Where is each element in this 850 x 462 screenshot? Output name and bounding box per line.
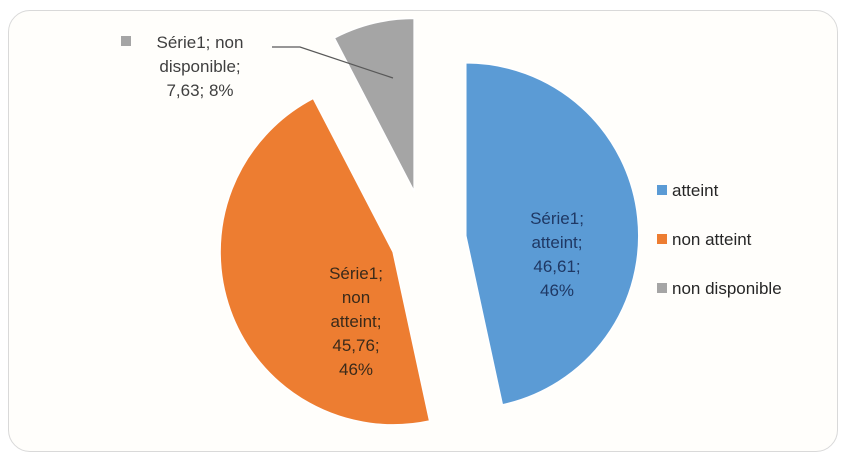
data-label-non-atteint: Série1; non atteint; 45,76; 46% bbox=[329, 264, 383, 379]
data-label-non-disponible: Série1; non disponible; 7,63; 8% bbox=[157, 33, 244, 100]
data-label-marker-non-disponible bbox=[121, 36, 131, 46]
legend-swatch-non-atteint bbox=[657, 234, 667, 244]
legend: atteint non atteint non disponible bbox=[657, 181, 782, 298]
legend-swatch-atteint bbox=[657, 185, 667, 195]
legend-label-atteint: atteint bbox=[672, 181, 719, 200]
data-label-atteint: Série1; atteint; 46,61; 46% bbox=[530, 209, 584, 300]
pie-slice-non-atteint bbox=[219, 97, 431, 426]
data-labels: Série1; atteint; 46,61; 46% Série1; non attein… bbox=[121, 33, 584, 379]
pie-slice-atteint bbox=[465, 61, 640, 406]
pie-slices bbox=[219, 17, 640, 426]
legend-label-non-atteint: non atteint bbox=[672, 230, 752, 249]
pie-slice-non-disponible bbox=[333, 17, 415, 192]
legend-swatch-non-disponible bbox=[657, 283, 667, 293]
legend-label-non-disponible: non disponible bbox=[672, 279, 782, 298]
chart-frame bbox=[8, 10, 838, 452]
leader-line-non-disponible bbox=[272, 46, 394, 79]
